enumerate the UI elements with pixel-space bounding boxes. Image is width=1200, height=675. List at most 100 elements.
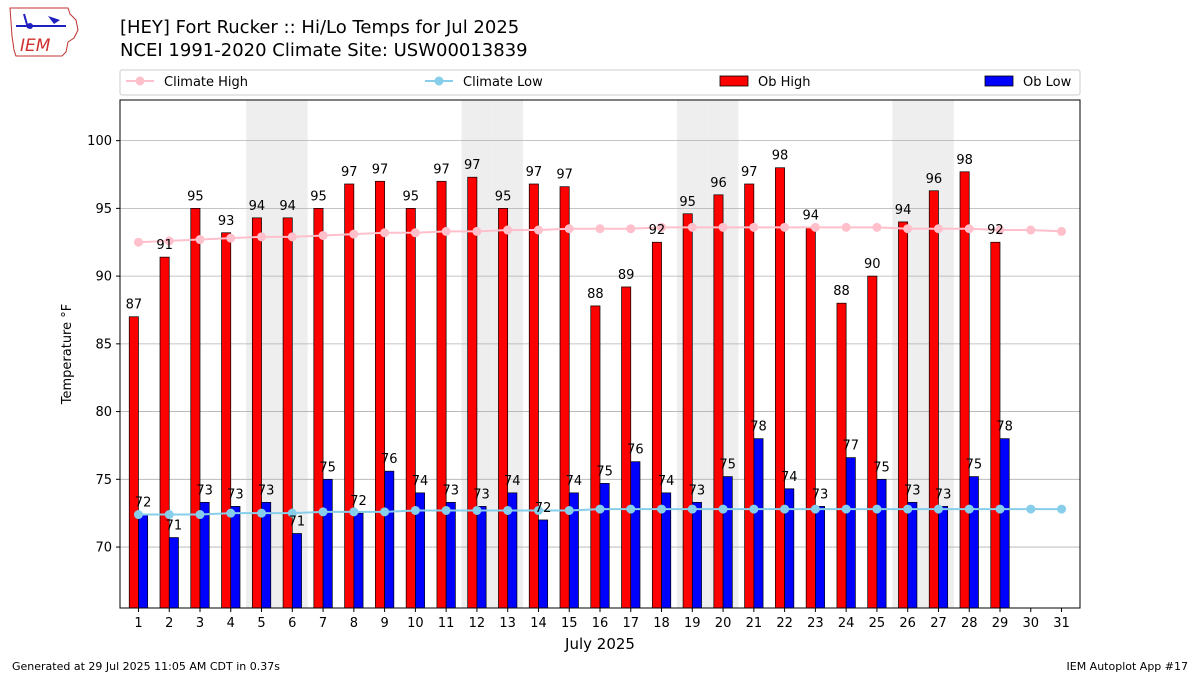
ob-low-label-10: 74 (412, 474, 429, 489)
ob-high-label-21: 97 (741, 165, 758, 180)
y-tick-label-90: 90 (95, 270, 112, 285)
ob-high-bar-10 (405, 208, 416, 609)
x-tick-label-10: 10 (407, 616, 424, 631)
ob-low-label-27: 73 (935, 487, 952, 502)
y-tick-label-85: 85 (95, 337, 112, 352)
ob-low-label-8: 72 (350, 494, 367, 509)
climate-high-point-18 (657, 222, 667, 232)
climate-high-point-31 (1057, 226, 1067, 236)
climate-low-point-15 (564, 505, 574, 515)
ob-high-label-28: 98 (956, 153, 973, 168)
ob-low-bar-21 (753, 438, 764, 609)
climate-low-point-20 (718, 504, 728, 514)
x-tick-label-5: 5 (257, 616, 265, 631)
x-tick-label-8: 8 (350, 616, 358, 631)
ob-low-bar-28 (968, 476, 979, 609)
y-tick-label-70: 70 (95, 541, 112, 556)
ob-low-bar-6 (291, 533, 302, 609)
climate-low-point-7 (318, 507, 328, 517)
ob-low-bar-9 (384, 470, 395, 609)
legend-climate-high-label: Climate High (164, 75, 248, 90)
climate-high-point-24 (841, 222, 851, 232)
ob-low-label-2: 71 (166, 519, 183, 534)
legend-ob-high-swatch (719, 75, 749, 87)
ob-high-bar-19 (682, 213, 693, 609)
ob-high-label-5: 94 (249, 199, 266, 214)
climate-low-point-22 (780, 504, 790, 514)
climate-high-point-9 (380, 228, 390, 238)
climate-high-point-7 (318, 230, 328, 240)
ob-high-bar-14 (528, 183, 539, 609)
ob-low-bar-23 (815, 506, 825, 609)
ob-low-label-25: 75 (873, 460, 890, 475)
ob-low-bar-26 (907, 501, 918, 609)
ob-low-label-13: 74 (504, 474, 521, 489)
y-tick-label-75: 75 (95, 473, 112, 488)
climate-low-point-18 (657, 504, 667, 514)
x-tick-label-14: 14 (530, 616, 547, 631)
climate-low-point-14 (533, 505, 543, 515)
ob-high-label-20: 96 (710, 176, 727, 191)
x-tick-label-1: 1 (134, 616, 142, 631)
x-tick-label-4: 4 (227, 616, 235, 631)
ob-low-label-28: 75 (966, 458, 983, 473)
legend-ob-high-label: Ob High (758, 75, 811, 90)
climate-low-point-4 (226, 508, 236, 518)
y-axis-label: Temperature °F (60, 304, 75, 405)
ob-high-label-9: 97 (372, 162, 389, 177)
x-tick-label-18: 18 (653, 616, 670, 631)
legend: Climate High Climate Low Ob High Ob Low (119, 69, 1081, 96)
ob-low-label-9: 76 (381, 452, 398, 467)
ob-high-label-24: 88 (833, 284, 850, 299)
climate-low-point-30 (1026, 504, 1036, 514)
climate-low-point-27 (933, 504, 943, 514)
ob-low-bar-14 (538, 519, 549, 609)
climate-high-point-13 (503, 225, 513, 235)
climate-high-point-17 (626, 224, 636, 234)
x-tick-label-12: 12 (469, 616, 486, 631)
x-tick-label-31: 31 (1053, 616, 1070, 631)
ob-low-bar-4 (230, 506, 241, 609)
climate-high-point-29 (995, 225, 1005, 235)
climate-low-point-10 (410, 505, 420, 515)
ob-low-label-7: 75 (319, 460, 336, 475)
climate-high-point-15 (564, 224, 574, 234)
ob-high-label-15: 97 (556, 168, 573, 183)
climate-low-point-28 (964, 504, 974, 514)
climate-low-point-11 (441, 505, 451, 515)
x-tick-label-25: 25 (869, 616, 886, 631)
ob-low-label-14: 72 (535, 501, 552, 516)
climate-high-point-23 (810, 222, 820, 232)
y-tick-label-100: 100 (87, 134, 112, 149)
ob-low-bar-19 (691, 501, 702, 609)
ob-low-bar-17 (630, 461, 641, 609)
climate-high-point-20 (718, 222, 728, 232)
climate-low-point-5 (257, 508, 267, 518)
x-tick-label-3: 3 (196, 616, 204, 631)
ob-high-label-4: 93 (218, 214, 235, 229)
ob-low-label-11: 73 (442, 483, 459, 498)
ob-low-label-4: 73 (227, 487, 244, 502)
ob-low-label-16: 75 (596, 464, 613, 479)
ob-high-bar-5 (251, 217, 262, 609)
x-tick-label-22: 22 (776, 616, 793, 631)
ob-high-bar-24 (836, 302, 847, 609)
ob-high-label-8: 97 (341, 165, 358, 180)
ob-low-label-1: 72 (135, 496, 152, 511)
app-credit: IEM Autoplot App #17 (1066, 660, 1189, 673)
climate-high-point-27 (933, 224, 943, 234)
climate-low-point-2 (164, 510, 174, 520)
climate-high-point-6 (287, 232, 297, 242)
legend-ob-low-swatch (984, 75, 1014, 87)
legend-climate-low-marker (434, 76, 444, 86)
chart-subtitle: NCEI 1991-2020 Climate Site: USW00013839 (120, 40, 528, 61)
y-tick-label-80: 80 (95, 405, 112, 420)
legend-climate-high-marker (135, 76, 145, 86)
ob-low-bar-8 (353, 512, 364, 609)
climate-low-point-13 (503, 505, 513, 515)
ob-high-bar-26 (898, 221, 909, 609)
climate-high-point-8 (349, 229, 359, 239)
iem-logo: IEM (8, 6, 80, 58)
climate-high-point-5 (257, 232, 267, 242)
climate-low-point-12 (472, 505, 482, 515)
